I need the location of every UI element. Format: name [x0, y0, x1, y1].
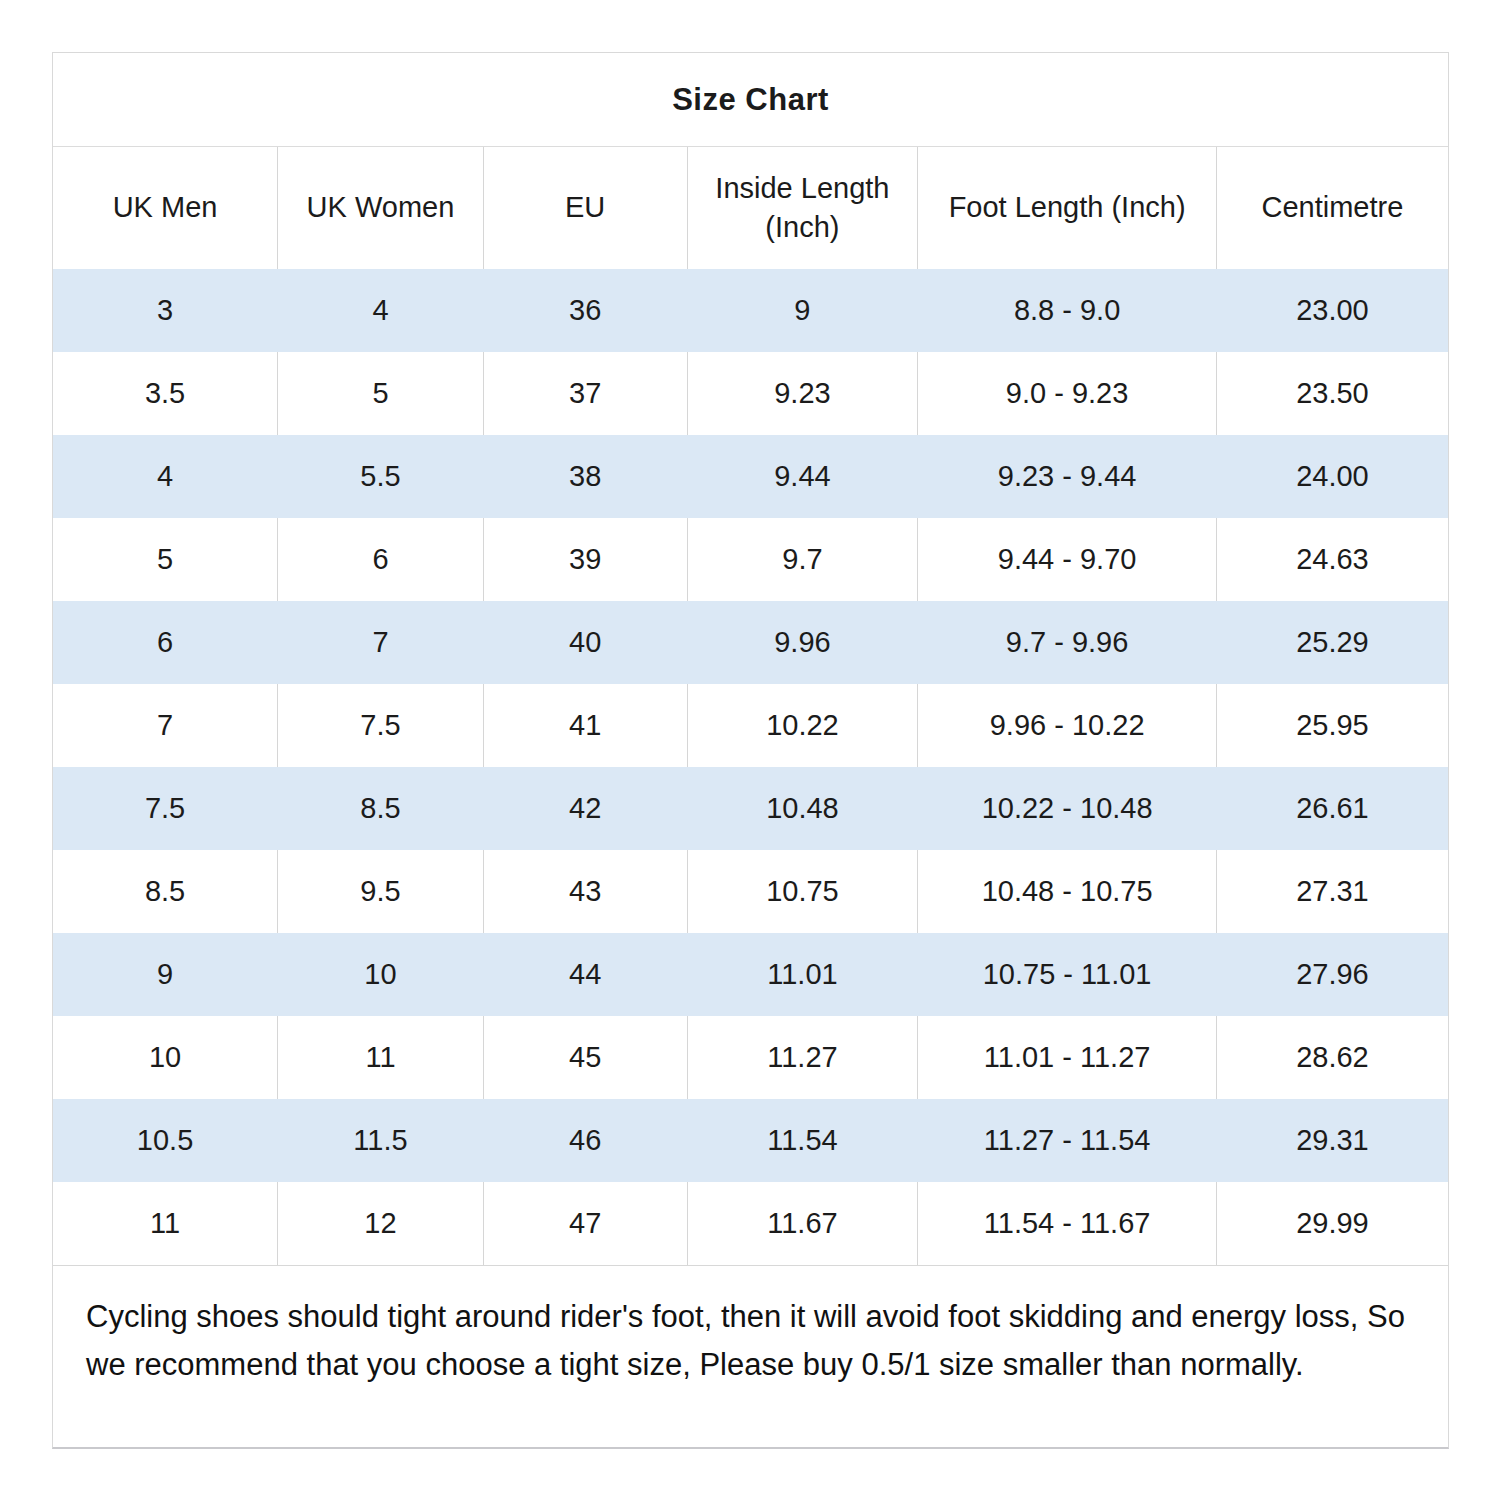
- table-row: 3 4 36 9 8.8 - 9.0 23.00: [53, 269, 1448, 352]
- table-cell: 10.5: [53, 1099, 278, 1182]
- column-header-eu: EU: [483, 147, 687, 269]
- table-cell: 44: [483, 933, 687, 1016]
- table-cell: 24.63: [1216, 518, 1448, 601]
- table-row: 4 5.5 38 9.44 9.23 - 9.44 24.00: [53, 435, 1448, 518]
- table-cell: 8.5: [53, 850, 278, 933]
- table-cell: 37: [483, 352, 687, 435]
- table-cell: 9.23 - 9.44: [918, 435, 1217, 518]
- table-cell: 41: [483, 684, 687, 767]
- table-cell: 6: [53, 601, 278, 684]
- column-header-centimetre: Centimetre: [1216, 147, 1448, 269]
- table-cell: 46: [483, 1099, 687, 1182]
- table-row: 3.5 5 37 9.23 9.0 - 9.23 23.50: [53, 352, 1448, 435]
- table-cell: 10.75 - 11.01: [918, 933, 1217, 1016]
- table-cell: 9: [687, 269, 918, 352]
- table-cell: 7.5: [53, 767, 278, 850]
- table-cell: 4: [278, 269, 484, 352]
- table-cell: 9.7 - 9.96: [918, 601, 1217, 684]
- table-cell: 9.96 - 10.22: [918, 684, 1217, 767]
- table-cell: 6: [278, 518, 484, 601]
- table-cell: 10: [53, 1016, 278, 1099]
- size-chart: Size Chart UK Men UK Women EU Inside Len…: [52, 52, 1449, 1449]
- table-cell: 23.50: [1216, 352, 1448, 435]
- table-row: 7 7.5 41 10.22 9.96 - 10.22 25.95: [53, 684, 1448, 767]
- table-cell: 47: [483, 1182, 687, 1265]
- table-cell: 36: [483, 269, 687, 352]
- table-row: 9 10 44 11.01 10.75 - 11.01 27.96: [53, 933, 1448, 1016]
- table-row: 11 12 47 11.67 11.54 - 11.67 29.99: [53, 1182, 1448, 1265]
- table-cell: 12: [278, 1182, 484, 1265]
- table-cell: 3.5: [53, 352, 278, 435]
- table-cell: 11.67: [687, 1182, 918, 1265]
- table-cell: 29.99: [1216, 1182, 1448, 1265]
- table-cell: 9.23: [687, 352, 918, 435]
- table-cell: 5: [53, 518, 278, 601]
- column-header-inside-length: Inside Length (Inch): [687, 147, 918, 269]
- column-header-foot-length: Foot Length (Inch): [918, 147, 1217, 269]
- table-cell: 40: [483, 601, 687, 684]
- table-row: 6 7 40 9.96 9.7 - 9.96 25.29: [53, 601, 1448, 684]
- table-cell: 9.96: [687, 601, 918, 684]
- header-row: UK Men UK Women EU Inside Length (Inch) …: [53, 147, 1448, 269]
- table-cell: 7: [53, 684, 278, 767]
- table-cell: 7: [278, 601, 484, 684]
- table-cell: 8.5: [278, 767, 484, 850]
- table-cell: 9.44: [687, 435, 918, 518]
- table-cell: 9.0 - 9.23: [918, 352, 1217, 435]
- table-cell: 11.54: [687, 1099, 918, 1182]
- table-cell: 11.5: [278, 1099, 484, 1182]
- table-cell: 8.8 - 9.0: [918, 269, 1217, 352]
- table-cell: 11: [278, 1016, 484, 1099]
- table-cell: 27.96: [1216, 933, 1448, 1016]
- table-row: 7.5 8.5 42 10.48 10.22 - 10.48 26.61: [53, 767, 1448, 850]
- table-cell: 29.31: [1216, 1099, 1448, 1182]
- table-cell: 27.31: [1216, 850, 1448, 933]
- table-cell: 28.62: [1216, 1016, 1448, 1099]
- table-cell: 4: [53, 435, 278, 518]
- table-cell: 11.54 - 11.67: [918, 1182, 1217, 1265]
- table-cell: 45: [483, 1016, 687, 1099]
- table-cell: 11.01 - 11.27: [918, 1016, 1217, 1099]
- table-cell: 10.22: [687, 684, 918, 767]
- table-cell: 9.7: [687, 518, 918, 601]
- table-cell: 39: [483, 518, 687, 601]
- table-cell: 11.27 - 11.54: [918, 1099, 1217, 1182]
- chart-title: Size Chart: [53, 53, 1448, 147]
- table-cell: 7.5: [278, 684, 484, 767]
- column-header-uk-men: UK Men: [53, 147, 278, 269]
- table-cell: 3: [53, 269, 278, 352]
- table-cell: 5.5: [278, 435, 484, 518]
- table-cell: 9.44 - 9.70: [918, 518, 1217, 601]
- table-row: 8.5 9.5 43 10.75 10.48 - 10.75 27.31: [53, 850, 1448, 933]
- table-row: 10 11 45 11.27 11.01 - 11.27 28.62: [53, 1016, 1448, 1099]
- table-cell: 11.27: [687, 1016, 918, 1099]
- column-header-uk-women: UK Women: [278, 147, 484, 269]
- table-cell: 10.22 - 10.48: [918, 767, 1217, 850]
- table-cell: 23.00: [1216, 269, 1448, 352]
- table-cell: 10.75: [687, 850, 918, 933]
- size-table: UK Men UK Women EU Inside Length (Inch) …: [53, 147, 1448, 1265]
- table-row: 5 6 39 9.7 9.44 - 9.70 24.63: [53, 518, 1448, 601]
- table-cell: 10.48: [687, 767, 918, 850]
- size-note: Cycling shoes should tight around rider'…: [53, 1265, 1448, 1389]
- table-cell: 9: [53, 933, 278, 1016]
- table-cell: 5: [278, 352, 484, 435]
- table-cell: 25.29: [1216, 601, 1448, 684]
- table-cell: 26.61: [1216, 767, 1448, 850]
- table-cell: 38: [483, 435, 687, 518]
- table-row: 10.5 11.5 46 11.54 11.27 - 11.54 29.31: [53, 1099, 1448, 1182]
- table-cell: 43: [483, 850, 687, 933]
- table-cell: 11: [53, 1182, 278, 1265]
- table-cell: 24.00: [1216, 435, 1448, 518]
- table-cell: 11.01: [687, 933, 918, 1016]
- table-cell: 10.48 - 10.75: [918, 850, 1217, 933]
- table-cell: 25.95: [1216, 684, 1448, 767]
- table-cell: 10: [278, 933, 484, 1016]
- table-cell: 42: [483, 767, 687, 850]
- table-cell: 9.5: [278, 850, 484, 933]
